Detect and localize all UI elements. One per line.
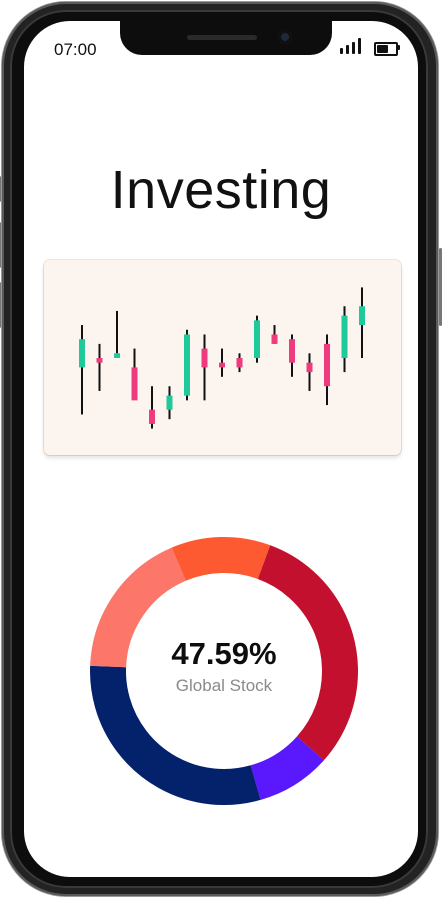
candle-body (306, 362, 313, 373)
candlestick-chart-card (44, 260, 401, 455)
candle-body (166, 395, 173, 410)
candle-body (254, 320, 260, 358)
candle (306, 353, 313, 391)
battery-tip (398, 45, 400, 50)
candle-body (114, 353, 120, 358)
candle-body (236, 358, 243, 368)
volume-up-button (0, 222, 3, 268)
donut-segment (90, 537, 358, 805)
donut-segment (90, 537, 358, 805)
speaker-grille (187, 35, 257, 40)
candle (341, 306, 348, 373)
candle-body (131, 367, 138, 401)
candle (359, 287, 365, 358)
candle-body (359, 306, 365, 326)
candle (236, 353, 243, 373)
candle-body (324, 343, 330, 387)
power-button (439, 248, 442, 326)
candle (219, 348, 225, 377)
donut-chart-ring (90, 537, 358, 805)
candle (289, 334, 295, 377)
candle-body (271, 334, 278, 344)
status-time: 07:00 (54, 40, 97, 59)
notch (120, 21, 332, 55)
candle-body (184, 334, 190, 396)
candle (114, 310, 120, 358)
page-title: Investing (110, 160, 332, 220)
signal-icon (340, 38, 362, 54)
candle (96, 343, 103, 391)
donut-segment (90, 537, 358, 805)
candlestick-chart (79, 287, 365, 429)
candle-body (149, 409, 155, 424)
candle (271, 325, 278, 344)
battery-icon (374, 42, 398, 56)
candle (324, 334, 330, 406)
candle-body (341, 315, 348, 358)
donut-label: Global Stock (175, 676, 273, 695)
candle-body (289, 339, 295, 363)
candle (131, 348, 138, 401)
candle (166, 386, 173, 420)
volume-down-button (0, 282, 3, 328)
candle-body (219, 362, 225, 368)
candle (149, 386, 155, 429)
donut-chart: 47.59% Global Stock (90, 537, 358, 805)
candle (201, 334, 208, 401)
candle (254, 315, 260, 363)
candle-body (79, 339, 85, 368)
candle (79, 325, 85, 415)
candle-body (96, 358, 103, 363)
front-camera-icon (278, 30, 292, 44)
candle (184, 329, 190, 401)
donut-value: 47.59% (171, 636, 277, 671)
silent-switch (0, 176, 3, 202)
phone-screen: 07:00 Investing 47.59% Global Stock (24, 21, 418, 877)
candle-body (201, 348, 208, 368)
